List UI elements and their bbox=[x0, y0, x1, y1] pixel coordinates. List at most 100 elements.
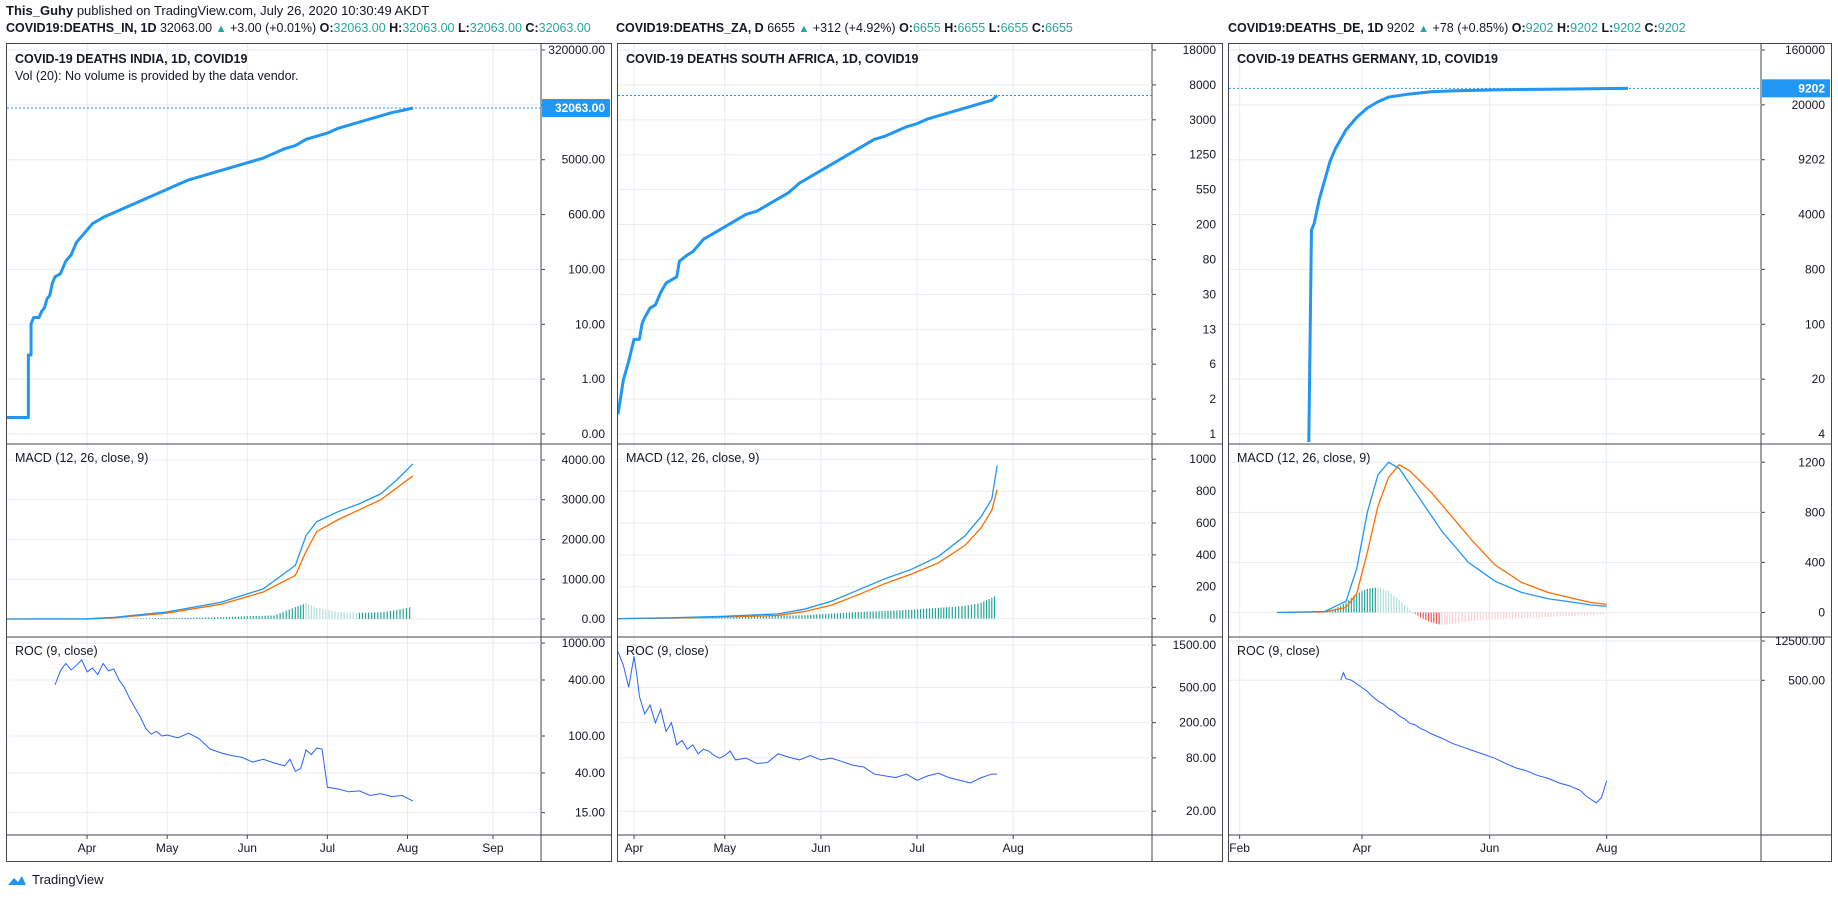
chart-title[interactable]: COVID-19 DEATHS SOUTH AFRICA, 1D, COVID1… bbox=[626, 52, 918, 66]
low-value: 32063.00 bbox=[469, 21, 522, 35]
y-tick-label: 1250 bbox=[1189, 148, 1216, 162]
open-label: O: bbox=[319, 21, 334, 35]
roc-y-tick-label: 20.00 bbox=[1186, 804, 1216, 818]
macd-y-tick-label: 0 bbox=[1209, 612, 1216, 626]
roc-line[interactable] bbox=[54, 658, 414, 802]
macd-line[interactable] bbox=[7, 463, 414, 620]
x-tick-label: Jun bbox=[1480, 841, 1499, 855]
open-value: 32063.00 bbox=[333, 21, 386, 35]
roc-line[interactable] bbox=[1340, 671, 1608, 804]
y-tick-label: 550 bbox=[1196, 183, 1216, 197]
high-value: 32063.00 bbox=[402, 21, 455, 35]
chart-svg[interactable]: 18000800030001250550200803013621COVID-19… bbox=[618, 44, 1222, 861]
symbol-header-south-africa: COVID19:DEATHS_ZA, D 6655 ▲ +312 (+4.92%… bbox=[616, 21, 1073, 35]
y-tick-label: 2 bbox=[1209, 392, 1216, 406]
y-tick-label: 0.00 bbox=[582, 427, 606, 441]
symbol-name[interactable]: COVID19:DEATHS_ZA, D bbox=[616, 21, 764, 35]
y-tick-label: 3000 bbox=[1189, 113, 1216, 127]
roc-y-tick-label: 40.00 bbox=[575, 766, 605, 780]
published-text: published on TradingView.com, July 26, 2… bbox=[76, 3, 430, 18]
last-value: 6655 bbox=[767, 21, 796, 35]
high-label: H: bbox=[1556, 21, 1571, 35]
macd-y-tick-label: 1000 bbox=[1189, 452, 1216, 466]
roc-label[interactable]: ROC (9, close) bbox=[15, 644, 98, 658]
macd-y-tick-label: 400 bbox=[1805, 555, 1825, 569]
macd-line[interactable] bbox=[1276, 461, 1607, 614]
roc-label[interactable]: ROC (9, close) bbox=[1237, 644, 1320, 658]
low-label: L: bbox=[988, 21, 1001, 35]
x-tick-label: Apr bbox=[625, 841, 644, 855]
high-label: H: bbox=[944, 21, 958, 35]
macd-signal-line[interactable] bbox=[7, 475, 414, 620]
y-tick-label: 6 bbox=[1209, 357, 1216, 371]
deaths-series-line[interactable] bbox=[618, 94, 999, 415]
tradingview-cloud-icon bbox=[8, 875, 26, 885]
symbol-header-india: COVID19:DEATHS_IN, 1D 32063.00 ▲ +3.00 (… bbox=[6, 21, 591, 35]
y-tick-label: 10.00 bbox=[575, 317, 605, 331]
chart-title[interactable]: COVID-19 DEATHS INDIA, 1D, COVID19 bbox=[15, 52, 248, 66]
roc-y-tick-label: 400.00 bbox=[568, 673, 605, 687]
y-tick-label: 600.00 bbox=[568, 208, 605, 222]
x-tick-label: Aug bbox=[1596, 841, 1617, 855]
macd-y-tick-label: 3000.00 bbox=[562, 493, 606, 507]
change-value: +78 (+0.85%) bbox=[1432, 21, 1509, 35]
x-tick-label: Jul bbox=[909, 841, 924, 855]
y-tick-label: 13 bbox=[1203, 322, 1217, 336]
y-tick-label: 30 bbox=[1203, 287, 1217, 301]
symbol-name[interactable]: COVID19:DEATHS_DE, 1D bbox=[1228, 21, 1384, 35]
chart-panel-india[interactable]: 320000.00 32063.00 5000.00 600.00 100.00 10.0… bbox=[6, 43, 612, 862]
deaths-series-line[interactable] bbox=[7, 106, 414, 419]
close-label: C: bbox=[525, 21, 539, 35]
macd-signal-line[interactable] bbox=[618, 489, 998, 620]
roc-y-tick-label: 200.00 bbox=[1179, 716, 1216, 730]
macd-y-tick-label: 2000.00 bbox=[562, 533, 606, 547]
roc-line[interactable] bbox=[618, 651, 998, 784]
roc-y-tick-label: 1000.00 bbox=[562, 636, 606, 650]
price-tag bbox=[542, 99, 610, 118]
x-tick-label: Jul bbox=[320, 841, 335, 855]
macd-y-tick-label: 800 bbox=[1196, 484, 1216, 498]
symbol-name[interactable]: COVID19:DEATHS_IN, 1D bbox=[6, 21, 157, 35]
macd-line[interactable] bbox=[618, 465, 998, 620]
deaths-series-line[interactable] bbox=[1307, 86, 1629, 443]
open-value: 9202 bbox=[1525, 21, 1554, 35]
chart-svg[interactable]: 16000020000920240008001002049202COVID-19… bbox=[1229, 44, 1831, 861]
x-tick-label: May bbox=[156, 841, 179, 855]
tradingview-footer[interactable]: TradingView bbox=[6, 872, 104, 887]
y-tick-label: 100 bbox=[1805, 317, 1825, 331]
up-arrow-icon: ▲ bbox=[798, 23, 810, 35]
macd-y-tick-label: 800 bbox=[1805, 505, 1825, 519]
publisher-name[interactable]: This_Guhy bbox=[6, 3, 74, 18]
chart-panel-south-africa[interactable]: 18000 8000 3000 1250 550 200 80 30 13 6 2 1 COVID-19… bbox=[617, 43, 1223, 862]
change-value: +312 (+4.92%) bbox=[812, 21, 896, 35]
y-tick-label: 8000 bbox=[1189, 78, 1216, 92]
x-tick-label: Jun bbox=[238, 841, 257, 855]
roc-label[interactable]: ROC (9, close) bbox=[626, 644, 709, 658]
volume-note: Vol (20): No volume is provided by the d… bbox=[15, 69, 299, 83]
macd-label[interactable]: MACD (12, 26, close, 9) bbox=[1237, 451, 1370, 465]
roc-y-tick-label: 500.00 bbox=[1179, 680, 1216, 694]
macd-y-tick-label: 1200 bbox=[1798, 455, 1825, 469]
x-tick-label: Apr bbox=[78, 841, 97, 855]
publisher-line: This_Guhy published on TradingView.com, … bbox=[6, 3, 429, 18]
macd-y-tick-label: 200 bbox=[1196, 580, 1216, 594]
y-tick-label: 18000 bbox=[1183, 44, 1217, 57]
price-tag-label: 9202 bbox=[1798, 81, 1825, 95]
close-label: C: bbox=[1644, 21, 1658, 35]
tradingview-brand: TradingView bbox=[32, 872, 104, 887]
roc-y-tick-label: 12500.00 bbox=[1775, 634, 1825, 648]
close-value: 32063.00 bbox=[538, 21, 591, 35]
y-tick-label: 160000 bbox=[1785, 44, 1825, 57]
low-label: L: bbox=[457, 21, 470, 35]
chart-title[interactable]: COVID-19 DEATHS GERMANY, 1D, COVID19 bbox=[1237, 52, 1498, 66]
macd-signal-line[interactable] bbox=[1276, 463, 1607, 614]
macd-label[interactable]: MACD (12, 26, close, 9) bbox=[626, 451, 759, 465]
price-tag bbox=[1762, 79, 1830, 98]
chart-panel-germany[interactable]: 160000 20000 9202 4000 800 100 20 4 9202 COVID-19… bbox=[1228, 43, 1832, 862]
symbol-header-germany: COVID19:DEATHS_DE, 1D 9202 ▲ +78 (+0.85%… bbox=[1228, 21, 1686, 35]
roc-y-tick-label: 500.00 bbox=[1788, 673, 1825, 687]
high-value: 9202 bbox=[1570, 21, 1598, 35]
open-value: 6655 bbox=[912, 21, 941, 35]
macd-label[interactable]: MACD (12, 26, close, 9) bbox=[15, 451, 148, 465]
chart-svg[interactable]: 320000.00 32063.00 5000.00 600.00 100.00 10.0… bbox=[7, 44, 611, 861]
